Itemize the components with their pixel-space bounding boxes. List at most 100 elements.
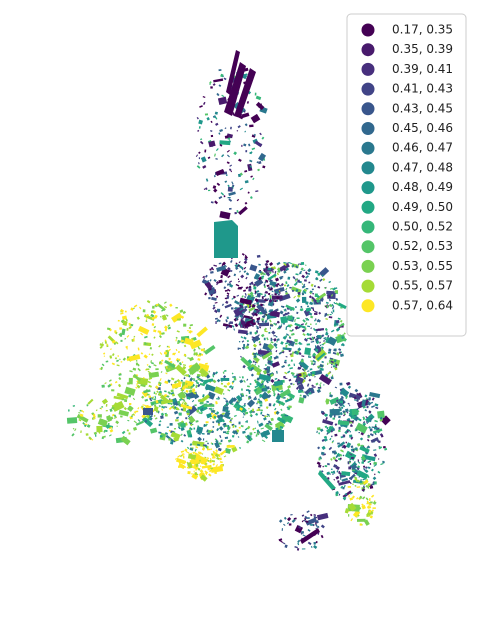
building xyxy=(305,517,318,526)
building xyxy=(224,280,228,283)
building xyxy=(275,335,278,338)
building xyxy=(354,485,357,487)
building xyxy=(227,267,231,271)
building xyxy=(251,335,260,343)
building xyxy=(321,274,324,277)
building xyxy=(195,154,199,158)
building xyxy=(208,473,212,477)
building xyxy=(240,424,244,428)
building xyxy=(264,298,268,302)
building xyxy=(196,116,199,120)
building xyxy=(269,327,271,330)
building xyxy=(255,412,259,416)
building xyxy=(107,383,112,388)
legend-label: 0.55, 0.57 xyxy=(392,279,453,293)
building xyxy=(335,297,339,301)
building xyxy=(329,392,332,395)
building xyxy=(183,391,186,394)
building xyxy=(221,94,225,98)
building xyxy=(180,315,185,319)
building xyxy=(242,430,246,434)
building xyxy=(257,398,261,401)
building xyxy=(148,365,152,369)
building xyxy=(231,380,235,384)
building xyxy=(279,425,284,429)
building xyxy=(230,259,233,263)
building xyxy=(154,392,158,395)
building xyxy=(189,323,194,327)
building xyxy=(295,342,298,345)
building xyxy=(214,153,216,157)
building xyxy=(181,420,184,423)
building xyxy=(163,325,168,330)
building xyxy=(222,406,229,413)
building xyxy=(288,336,292,340)
building xyxy=(306,317,308,321)
building xyxy=(370,437,379,443)
building xyxy=(76,413,89,423)
building xyxy=(202,394,205,398)
building xyxy=(297,263,300,266)
building xyxy=(330,376,334,380)
building xyxy=(306,383,310,387)
building xyxy=(135,386,138,389)
building xyxy=(317,366,320,369)
building xyxy=(179,309,184,313)
building xyxy=(163,393,168,398)
building xyxy=(346,381,351,386)
building xyxy=(335,327,341,332)
building xyxy=(213,386,224,395)
building xyxy=(240,305,244,309)
building xyxy=(175,336,178,340)
building xyxy=(105,425,110,430)
building xyxy=(244,321,247,324)
building xyxy=(269,261,274,267)
building xyxy=(277,400,281,404)
building xyxy=(231,181,234,185)
building xyxy=(205,178,209,182)
building xyxy=(121,430,126,435)
building xyxy=(317,389,321,394)
building xyxy=(97,418,108,427)
building xyxy=(99,343,104,347)
building xyxy=(344,413,347,416)
building xyxy=(254,92,257,96)
building xyxy=(316,340,320,345)
building xyxy=(279,291,281,294)
building xyxy=(228,385,233,389)
building xyxy=(253,379,258,383)
building xyxy=(271,290,274,293)
building xyxy=(227,184,230,188)
building xyxy=(187,453,197,460)
building xyxy=(269,388,272,390)
building xyxy=(226,292,230,295)
building xyxy=(324,413,328,417)
building xyxy=(265,259,270,264)
building xyxy=(127,419,130,422)
building xyxy=(344,493,348,496)
building xyxy=(207,467,210,471)
building xyxy=(312,359,317,364)
building xyxy=(369,485,374,489)
building xyxy=(123,406,127,411)
building xyxy=(176,330,180,333)
building xyxy=(101,398,109,405)
building xyxy=(370,417,373,420)
building xyxy=(210,465,224,473)
building xyxy=(349,465,352,467)
building xyxy=(317,285,321,289)
building xyxy=(199,457,203,459)
building xyxy=(262,272,266,276)
building xyxy=(283,284,287,287)
building xyxy=(140,352,144,355)
building xyxy=(175,416,180,420)
building xyxy=(295,273,299,276)
building xyxy=(252,360,255,363)
building xyxy=(270,341,274,344)
building xyxy=(360,444,363,447)
building xyxy=(203,404,214,407)
building xyxy=(175,457,177,460)
building xyxy=(246,399,256,408)
building xyxy=(381,460,386,464)
building xyxy=(200,348,205,352)
